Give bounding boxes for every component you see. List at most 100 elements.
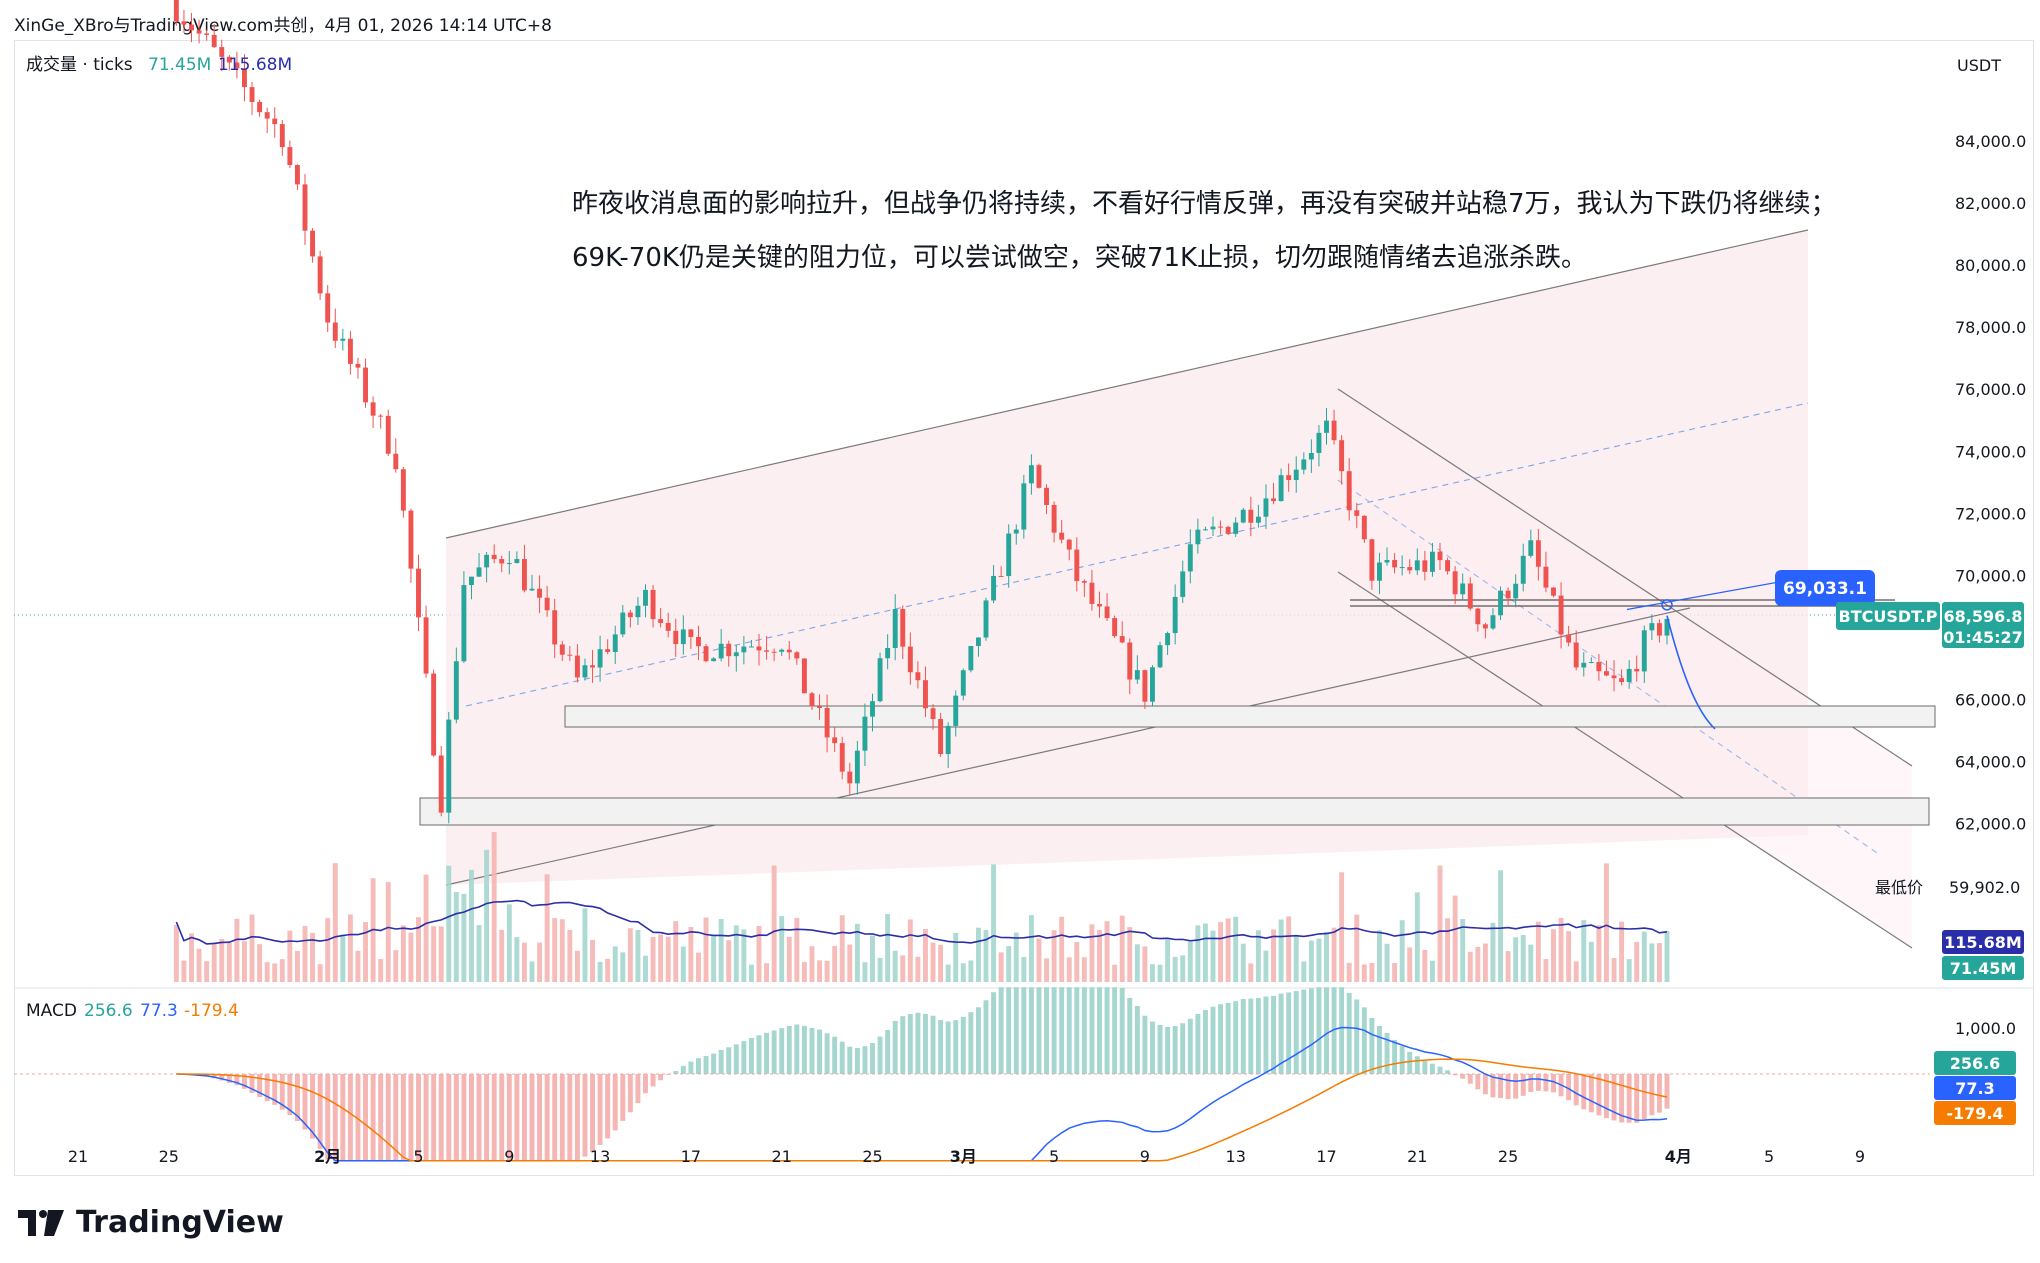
candle-body[interactable] [1377, 562, 1382, 581]
candle-body[interactable] [1308, 452, 1314, 460]
candle-body[interactable] [620, 612, 626, 635]
candle-body[interactable] [998, 575, 1004, 577]
candle-body[interactable] [347, 338, 353, 364]
candle-body[interactable] [945, 725, 951, 755]
candle-body[interactable] [1157, 645, 1163, 668]
candle-body[interactable] [1180, 571, 1186, 597]
candle-body[interactable] [1664, 618, 1670, 636]
candle-body[interactable] [1051, 504, 1057, 533]
candle-body[interactable] [877, 658, 883, 702]
candle-body[interactable] [1558, 595, 1564, 635]
candle-body[interactable] [832, 737, 838, 744]
candle-body[interactable] [1165, 633, 1171, 646]
candle-body[interactable] [1202, 529, 1208, 531]
candle-body[interactable] [1112, 618, 1118, 637]
candle-body[interactable] [1074, 549, 1080, 582]
candle-body[interactable] [1021, 483, 1027, 530]
candle-body[interactable] [1255, 516, 1261, 523]
candle-body[interactable] [1437, 551, 1443, 561]
candle-body[interactable] [907, 646, 913, 673]
candle-body[interactable] [279, 124, 285, 148]
candle-body[interactable] [923, 680, 928, 709]
candle-body[interactable] [567, 654, 573, 656]
candle-body[interactable] [1150, 667, 1155, 702]
candle-body[interactable] [1293, 469, 1299, 481]
candle-body[interactable] [1505, 590, 1511, 599]
candle-body[interactable] [559, 644, 565, 655]
candle-body[interactable] [726, 643, 732, 657]
candle-body[interactable] [892, 609, 898, 648]
candle-body[interactable] [574, 655, 580, 678]
candle-body[interactable] [711, 658, 717, 662]
candle-body[interactable] [635, 605, 641, 618]
candle-body[interactable] [446, 719, 452, 813]
candle-body[interactable] [756, 646, 762, 651]
candle-body[interactable] [1543, 566, 1549, 588]
candle-body[interactable] [1066, 539, 1072, 550]
candle-body[interactable] [1263, 498, 1269, 517]
candle-body[interactable] [294, 165, 300, 185]
candle-body[interactable] [416, 568, 421, 618]
candle-body[interactable] [741, 646, 747, 653]
candle-body[interactable] [1482, 624, 1488, 629]
candle-body[interactable] [764, 650, 770, 652]
candle-body[interactable] [393, 453, 399, 470]
candle-body[interactable] [529, 588, 535, 591]
candle-body[interactable] [325, 293, 331, 323]
candle-body[interactable] [612, 634, 618, 652]
trading-chart[interactable]: 84,000.0 82,000.0 80,000.0 78,000.0 76,000.0… [0, 0, 2040, 1200]
candle-body[interactable] [272, 118, 278, 125]
candle-body[interactable] [1134, 670, 1140, 680]
candle-body[interactable] [643, 589, 648, 606]
candle-body[interactable] [1036, 465, 1042, 488]
candle-body[interactable] [817, 706, 822, 708]
footer-logo[interactable]: TradingView [18, 1205, 284, 1240]
candle-body[interactable] [211, 34, 217, 48]
candle-body[interactable] [1611, 675, 1617, 679]
candle-body[interactable] [264, 112, 270, 119]
candle-body[interactable] [1127, 642, 1133, 680]
candle-body[interactable] [1248, 509, 1254, 523]
candle-body[interactable] [1399, 567, 1405, 569]
candle-body[interactable] [355, 363, 361, 368]
candle-body[interactable] [484, 554, 490, 568]
candle-body[interactable] [1513, 583, 1519, 599]
candle-body[interactable] [234, 62, 240, 69]
candle-body[interactable] [688, 629, 694, 637]
candle-body[interactable] [1225, 526, 1231, 534]
candle-body[interactable] [1414, 560, 1420, 571]
candle-body[interactable] [938, 719, 944, 755]
candle-body[interactable] [1422, 560, 1428, 572]
candle-body[interactable] [1324, 420, 1329, 433]
target-point[interactable] [1661, 599, 1673, 611]
candle-body[interactable] [1573, 642, 1579, 668]
candle-body[interactable] [1286, 475, 1292, 481]
candle-body[interactable] [1172, 596, 1178, 634]
candle-body[interactable] [665, 622, 671, 631]
candle-body[interactable] [1604, 671, 1609, 676]
candle-body[interactable] [1581, 662, 1587, 668]
candle-body[interactable] [1210, 526, 1216, 530]
candle-body[interactable] [839, 743, 845, 772]
candle-body[interactable] [1142, 670, 1148, 702]
candle-body[interactable] [1445, 560, 1451, 572]
candle-body[interactable] [226, 56, 232, 63]
candle-body[interactable] [680, 629, 686, 645]
candle-body[interactable] [983, 600, 989, 638]
support-zone-lower[interactable] [419, 797, 1930, 826]
candle-body[interactable] [514, 559, 520, 564]
candle-body[interactable] [340, 338, 346, 341]
candle-body[interactable] [1240, 509, 1246, 523]
candle-body[interactable] [1452, 571, 1458, 595]
candle-body[interactable] [968, 645, 974, 671]
candle-body[interactable] [249, 87, 255, 102]
candle-body[interactable] [506, 563, 512, 565]
candle-body[interactable] [1656, 623, 1662, 636]
candle-body[interactable] [242, 68, 247, 88]
candle-body[interactable] [1429, 551, 1435, 572]
candle-body[interactable] [960, 670, 966, 696]
candle-body[interactable] [400, 469, 406, 511]
candle-body[interactable] [1278, 475, 1284, 502]
candle-body[interactable] [975, 637, 981, 646]
candle-body[interactable] [1626, 668, 1632, 683]
